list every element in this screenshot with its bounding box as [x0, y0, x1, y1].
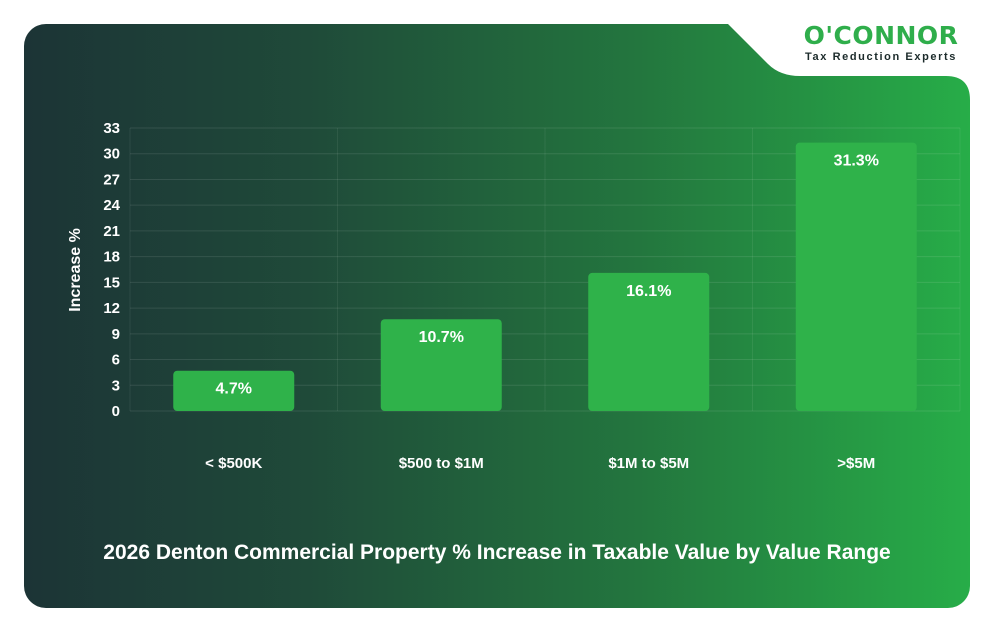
y-tick-label: 3 [112, 377, 120, 394]
y-tick-label: 33 [103, 120, 120, 137]
y-tick-label: 9 [112, 326, 120, 343]
bar-data-label: 31.3% [834, 153, 879, 170]
y-tick-label: 30 [103, 146, 120, 163]
bar [795, 142, 917, 411]
bar-data-label: 10.7% [419, 329, 464, 346]
y-tick-label: 0 [112, 403, 120, 420]
x-tick-label: $500 to $1M [399, 455, 484, 472]
bar [173, 370, 295, 411]
x-tick-label: >$5M [837, 455, 875, 472]
chart-title: 2026 Denton Commercial Property % Increa… [103, 541, 891, 564]
bar-data-label: 4.7% [216, 381, 252, 398]
brand-tagline: Tax Reduction Experts [805, 51, 957, 63]
y-tick-label: 21 [103, 223, 120, 240]
y-axis-title: Increase % [67, 228, 84, 312]
y-tick-label: 6 [112, 352, 120, 369]
y-tick-label: 27 [103, 171, 120, 188]
logo-tab-shape [728, 24, 970, 100]
x-tick-label: < $500K [205, 455, 262, 472]
bar [588, 272, 710, 411]
y-tick-label: 15 [103, 274, 120, 291]
y-tick-label: 12 [103, 300, 120, 317]
y-tick-label: 18 [103, 249, 120, 266]
brand-logo: O'CONNOR Tax Reduction Experts [786, 22, 976, 64]
x-tick-label: $1M to $5M [608, 455, 689, 472]
bar-data-label: 16.1% [626, 283, 671, 300]
bar [380, 319, 502, 411]
y-tick-label: 24 [103, 197, 120, 214]
brand-name: O'CONNOR [803, 21, 959, 50]
